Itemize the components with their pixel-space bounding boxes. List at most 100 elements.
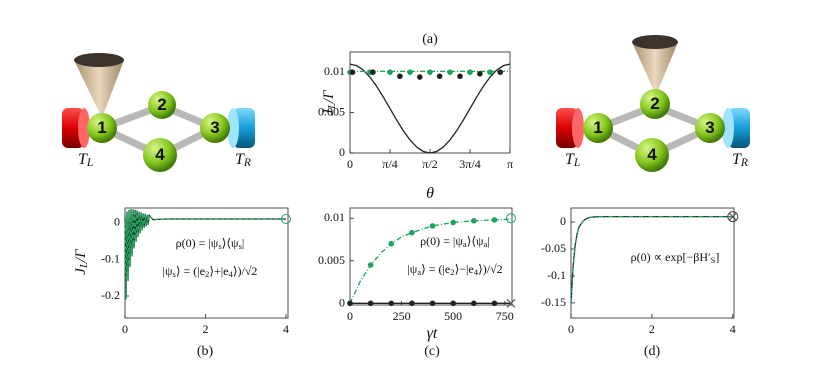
plot-frame xyxy=(124,207,289,319)
annotation: ρ(0) = |ψs​⟩⟨ψs​| xyxy=(176,236,245,251)
y-tick-label: 0.005 xyxy=(318,104,345,118)
x-tick-label: 0 xyxy=(347,157,353,171)
node-label: 3 xyxy=(210,118,219,137)
lead-label: TR​ xyxy=(732,151,748,169)
series-line xyxy=(570,215,733,303)
tip xyxy=(632,42,678,95)
right-lead-face xyxy=(722,108,734,148)
marker xyxy=(471,300,477,307)
marker xyxy=(427,69,433,75)
marker xyxy=(487,69,493,75)
x-tick-label: 0 xyxy=(122,322,128,336)
plot-frame xyxy=(570,207,735,319)
annotation: |ψa​⟩ = (|e2​⟩−|e4​⟩)/√2 xyxy=(407,262,502,277)
marker xyxy=(407,69,413,75)
marker xyxy=(416,74,423,80)
marker xyxy=(505,213,516,224)
node-label: 2 xyxy=(157,95,166,114)
y-tick-label: 0.01 xyxy=(324,210,345,224)
panel-label: (c) xyxy=(424,344,440,359)
y-tick-label: 0 xyxy=(339,145,345,159)
left-lead xyxy=(556,108,578,148)
x-tick-label: 500 xyxy=(444,309,462,323)
y-tick-label: 0 xyxy=(114,214,120,228)
panel-label: (d) xyxy=(644,344,661,359)
marker xyxy=(491,217,498,223)
charts: 0 0.005 0.01 0 π/4 π/2 3π/4 π (a) θ JL​/Γ 0 -0.1 -0.2… xyxy=(73,32,739,359)
series-line xyxy=(124,209,286,300)
marker xyxy=(429,300,436,307)
x-tick-label: 4 xyxy=(730,322,736,336)
y-tick-label: -0.2 xyxy=(101,288,120,302)
y-tick-label: 0 xyxy=(339,295,345,309)
marker xyxy=(467,69,473,75)
diagram: 1 2 3 4 TL​ TR​ xyxy=(556,35,750,172)
marker xyxy=(436,73,443,80)
marker xyxy=(450,219,456,226)
y-tick-label: 0.01 xyxy=(324,64,345,78)
site xyxy=(87,113,117,143)
marker xyxy=(477,71,483,77)
series-line xyxy=(124,209,286,300)
x-tick-label: 4 xyxy=(283,322,289,336)
annotation: ρ(0) = |ψa​⟩⟨ψa​| xyxy=(420,234,490,249)
tip-top xyxy=(632,35,678,49)
x-tick-label: 3π/4 xyxy=(459,157,480,171)
y-tick-label: 0.005 xyxy=(318,253,345,267)
marker xyxy=(409,300,415,307)
site xyxy=(695,113,725,143)
marker xyxy=(388,240,395,247)
x-axis-label: γt xyxy=(427,325,438,342)
annotation: |ψs​⟩ = (|e2​⟩+|e4​⟩)/√2 xyxy=(163,264,258,279)
site xyxy=(635,138,669,172)
node-label: 2 xyxy=(650,94,659,113)
marker xyxy=(349,69,356,75)
lead-label: TL​ xyxy=(565,151,580,169)
tip-top xyxy=(74,53,124,67)
left-lead xyxy=(62,108,84,148)
marker xyxy=(367,262,374,268)
left-lead-face xyxy=(572,108,584,148)
marker xyxy=(280,214,291,224)
marker xyxy=(347,300,353,307)
x-tick-label: π/2 xyxy=(422,157,437,171)
node-label: 4 xyxy=(647,145,657,164)
right-lead xyxy=(233,108,255,148)
tip xyxy=(74,60,124,118)
x-tick-label: 0 xyxy=(347,309,353,323)
marker xyxy=(450,300,456,307)
y-axis-label: JL​/Γ xyxy=(321,89,338,116)
right-lead-face xyxy=(227,108,239,148)
series-line xyxy=(349,218,512,304)
site xyxy=(143,138,177,172)
site xyxy=(583,113,613,143)
marker xyxy=(388,300,395,307)
panel-label: (a) xyxy=(422,32,438,47)
marker xyxy=(506,298,516,308)
left-lead-face xyxy=(78,108,90,148)
marker xyxy=(429,223,436,229)
marker xyxy=(387,69,393,75)
marker xyxy=(397,73,403,80)
marker xyxy=(370,69,376,75)
node-label: 1 xyxy=(97,118,106,137)
y-tick-label: 0 xyxy=(560,214,566,228)
x-tick-label: π/4 xyxy=(382,157,397,171)
x-tick-label: 250 xyxy=(393,309,411,323)
y-axis-label: JL​/Γ xyxy=(73,248,90,275)
y-tick-label: -0.1 xyxy=(101,251,120,265)
node-label: 3 xyxy=(705,118,714,137)
marker xyxy=(497,69,504,75)
x-tick-label: 2 xyxy=(649,322,655,336)
diagram: 1 2 3 4 TL​ TR​ xyxy=(62,53,255,172)
node-label: 1 xyxy=(593,118,602,137)
node-label: 4 xyxy=(155,145,165,164)
site xyxy=(200,113,230,143)
marker xyxy=(409,229,415,236)
y-tick-label: -0.1 xyxy=(547,268,566,282)
x-axis-label: θ xyxy=(426,185,434,202)
y-tick-label: -0.05 xyxy=(541,241,566,255)
x-tick-label: 2 xyxy=(202,322,208,336)
